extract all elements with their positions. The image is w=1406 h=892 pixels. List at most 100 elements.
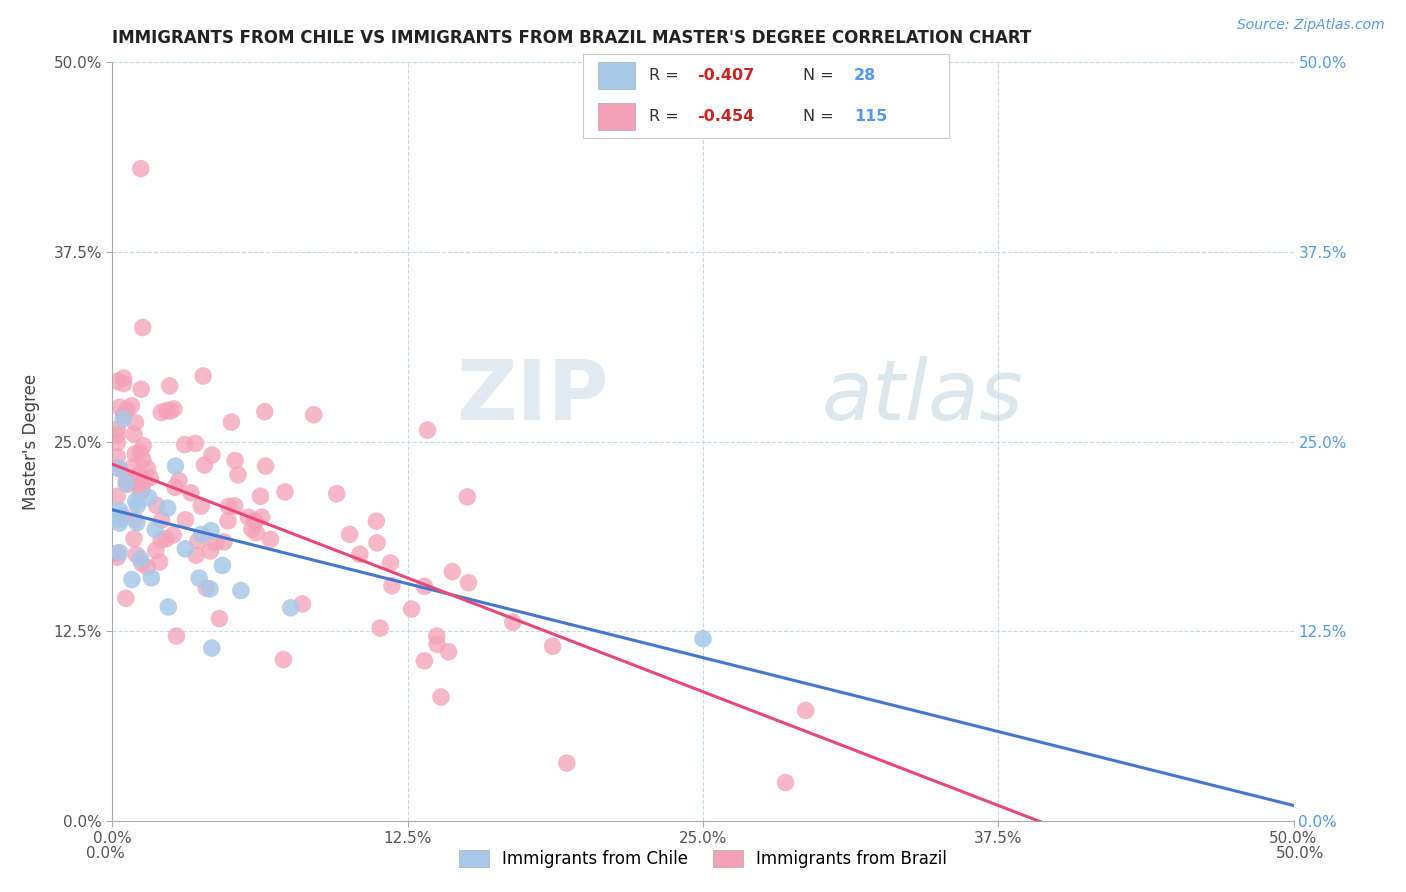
Point: [105, 435, 128, 450]
Point: [456, 490, 478, 504]
Point: [159, 379, 181, 393]
Point: [401, 602, 423, 616]
Point: [211, 558, 233, 573]
Point: [165, 480, 187, 494]
Text: Source: ZipAtlas.com: Source: ZipAtlas.com: [1237, 18, 1385, 31]
Point: [156, 403, 179, 417]
Point: [224, 499, 246, 513]
Point: [368, 621, 391, 635]
Point: [132, 439, 155, 453]
Point: [139, 471, 162, 485]
Point: [129, 161, 152, 176]
Point: [112, 371, 135, 385]
Point: [124, 447, 146, 461]
Point: [155, 532, 177, 546]
Point: [136, 560, 159, 574]
Point: [105, 489, 128, 503]
Text: -0.407: -0.407: [697, 68, 754, 83]
Point: [224, 453, 246, 467]
Text: 115: 115: [853, 109, 887, 124]
Point: [122, 427, 145, 442]
Point: [325, 487, 347, 501]
Point: [108, 400, 131, 414]
Point: [280, 600, 302, 615]
Point: [794, 704, 817, 718]
Point: [165, 459, 187, 474]
Text: IMMIGRANTS FROM CHILE VS IMMIGRANTS FROM BRAZIL MASTER'S DEGREE CORRELATION CHAR: IMMIGRANTS FROM CHILE VS IMMIGRANTS FROM…: [112, 29, 1032, 47]
Point: [145, 499, 167, 513]
Point: [173, 437, 195, 451]
Bar: [598, 103, 634, 130]
Bar: [598, 62, 634, 89]
Point: [195, 581, 218, 595]
Point: [125, 548, 148, 562]
Point: [555, 756, 578, 770]
Point: [187, 533, 209, 548]
Point: [129, 382, 152, 396]
Point: [115, 476, 138, 491]
Point: [502, 615, 524, 630]
Point: [149, 555, 172, 569]
Text: 50.0%: 50.0%: [1277, 847, 1324, 861]
Point: [131, 320, 153, 334]
Point: [380, 556, 402, 570]
Point: [208, 611, 231, 625]
Legend: Immigrants from Chile, Immigrants from Brazil: Immigrants from Chile, Immigrants from B…: [453, 843, 953, 875]
Point: [124, 416, 146, 430]
Point: [204, 535, 226, 549]
Point: [132, 453, 155, 467]
Point: [163, 401, 186, 416]
Point: [212, 534, 235, 549]
Point: [243, 514, 266, 528]
Point: [240, 522, 263, 536]
Point: [143, 522, 166, 536]
Point: [112, 376, 135, 391]
Point: [108, 546, 131, 560]
Point: [366, 536, 388, 550]
Point: [162, 528, 184, 542]
Point: [156, 501, 179, 516]
Point: [775, 775, 797, 789]
Text: 0.0%: 0.0%: [86, 847, 125, 861]
Point: [165, 629, 187, 643]
Point: [249, 489, 271, 503]
Point: [253, 405, 276, 419]
Point: [190, 499, 212, 513]
Point: [125, 494, 148, 508]
Point: [218, 500, 240, 514]
Point: [541, 639, 564, 653]
Text: atlas: atlas: [821, 356, 1022, 436]
Point: [150, 405, 173, 419]
Point: [115, 402, 138, 417]
Point: [201, 641, 224, 656]
Point: [105, 428, 128, 442]
Point: [413, 579, 436, 593]
Point: [159, 404, 181, 418]
Point: [121, 460, 143, 475]
Point: [349, 547, 371, 561]
Point: [366, 514, 388, 528]
Point: [131, 557, 153, 571]
Point: [229, 583, 252, 598]
Point: [381, 579, 404, 593]
Point: [122, 532, 145, 546]
Text: N =: N =: [803, 109, 839, 124]
Point: [105, 422, 128, 436]
Text: R =: R =: [650, 68, 685, 83]
Point: [105, 460, 128, 475]
Point: [134, 473, 156, 487]
Point: [413, 654, 436, 668]
Point: [108, 503, 131, 517]
Point: [437, 645, 460, 659]
Point: [426, 629, 449, 643]
Point: [441, 565, 464, 579]
Point: [108, 461, 131, 475]
Point: [120, 399, 142, 413]
Point: [105, 546, 128, 560]
Point: [121, 573, 143, 587]
Point: [426, 637, 449, 651]
Point: [112, 408, 135, 422]
Point: [250, 510, 273, 524]
Point: [291, 597, 314, 611]
Point: [457, 575, 479, 590]
